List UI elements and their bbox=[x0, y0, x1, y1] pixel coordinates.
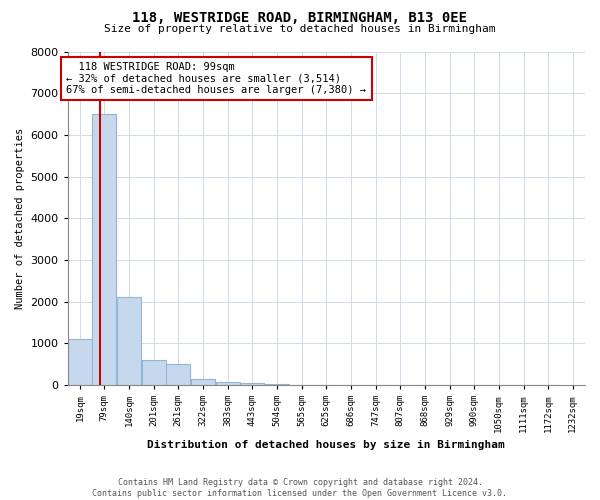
Text: Contains HM Land Registry data © Crown copyright and database right 2024.
Contai: Contains HM Land Registry data © Crown c… bbox=[92, 478, 508, 498]
Bar bbox=[117, 298, 141, 385]
Text: Size of property relative to detached houses in Birmingham: Size of property relative to detached ho… bbox=[104, 24, 496, 34]
Bar bbox=[142, 360, 166, 385]
Bar bbox=[92, 114, 116, 385]
Bar bbox=[240, 383, 265, 385]
X-axis label: Distribution of detached houses by size in Birmingham: Distribution of detached houses by size … bbox=[148, 440, 505, 450]
Bar bbox=[166, 364, 190, 385]
Bar bbox=[215, 382, 240, 385]
Y-axis label: Number of detached properties: Number of detached properties bbox=[15, 128, 25, 309]
Text: 118, WESTRIDGE ROAD, BIRMINGHAM, B13 0EE: 118, WESTRIDGE ROAD, BIRMINGHAM, B13 0EE bbox=[133, 11, 467, 25]
Bar bbox=[68, 339, 92, 385]
Bar bbox=[265, 384, 289, 385]
Bar bbox=[191, 378, 215, 385]
Text: 118 WESTRIDGE ROAD: 99sqm
← 32% of detached houses are smaller (3,514)
67% of se: 118 WESTRIDGE ROAD: 99sqm ← 32% of detac… bbox=[67, 62, 367, 95]
